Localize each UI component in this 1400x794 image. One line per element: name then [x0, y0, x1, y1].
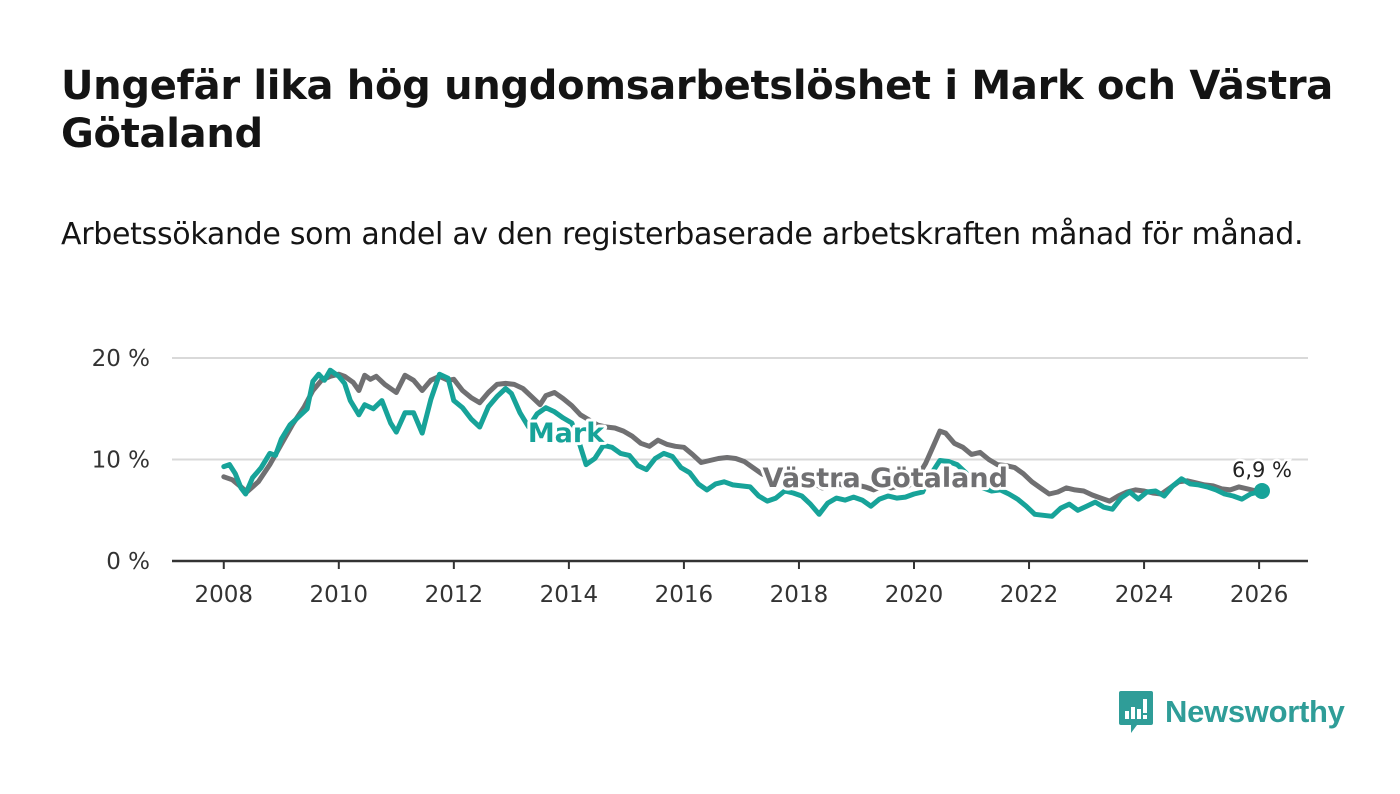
x-tick-label: 2012	[425, 582, 484, 608]
x-tick-label: 2016	[655, 582, 714, 608]
x-tick-label: 2026	[1230, 582, 1289, 608]
x-tick-label: 2024	[1115, 582, 1174, 608]
newsworthy-logo: Newsworthy	[1117, 688, 1345, 736]
series-labels: Mark Västra Götaland 6,9 %	[525, 415, 1295, 497]
x-tick-label: 2020	[885, 582, 944, 608]
chart-title: Ungefär lika hög ungdomsarbetslöshet i M…	[61, 63, 1333, 157]
end-value-label: 6,9 %	[1232, 458, 1292, 482]
newsworthy-logo-text: Newsworthy	[1165, 694, 1345, 729]
x-tick-label: 2010	[310, 582, 369, 608]
y-tick-label: 0 %	[106, 549, 150, 575]
series-label-vastra-gotaland: Västra Götaland	[763, 463, 1008, 494]
y-tick-label: 20 %	[92, 346, 150, 372]
x-axis-ticks: 2008 2010 2012 2014 2016 2018 2020 2022 2024 2026	[194, 561, 1288, 608]
chart-subtitle: Arbetssökande som andel av den registerb…	[61, 217, 1304, 252]
series-lines	[221, 367, 1270, 519]
series-line-v-stra-g-taland	[221, 371, 1265, 504]
x-tick-label: 2018	[770, 582, 829, 608]
series-label-mark: Mark	[528, 418, 605, 449]
x-tick-label: 2014	[540, 582, 599, 608]
y-axis-ticks: 0 % 10 % 20 %	[92, 346, 150, 575]
x-tick-label: 2008	[194, 582, 253, 608]
x-tick-label: 2022	[1000, 582, 1059, 608]
series-line-mark	[221, 367, 1265, 519]
newsworthy-logo-icon	[1119, 691, 1153, 733]
y-tick-label: 10 %	[92, 448, 150, 474]
series-end-point	[1253, 482, 1270, 499]
